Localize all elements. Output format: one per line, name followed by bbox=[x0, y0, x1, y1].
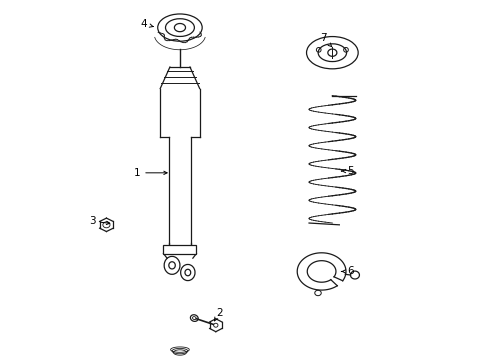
Text: 4: 4 bbox=[141, 19, 153, 29]
Text: 5: 5 bbox=[341, 166, 353, 176]
Text: 6: 6 bbox=[341, 266, 353, 276]
Text: 7: 7 bbox=[320, 33, 331, 47]
Bar bbox=[163, 244, 196, 253]
Text: 2: 2 bbox=[214, 308, 222, 321]
Text: 1: 1 bbox=[133, 168, 167, 178]
Text: 3: 3 bbox=[89, 216, 109, 226]
